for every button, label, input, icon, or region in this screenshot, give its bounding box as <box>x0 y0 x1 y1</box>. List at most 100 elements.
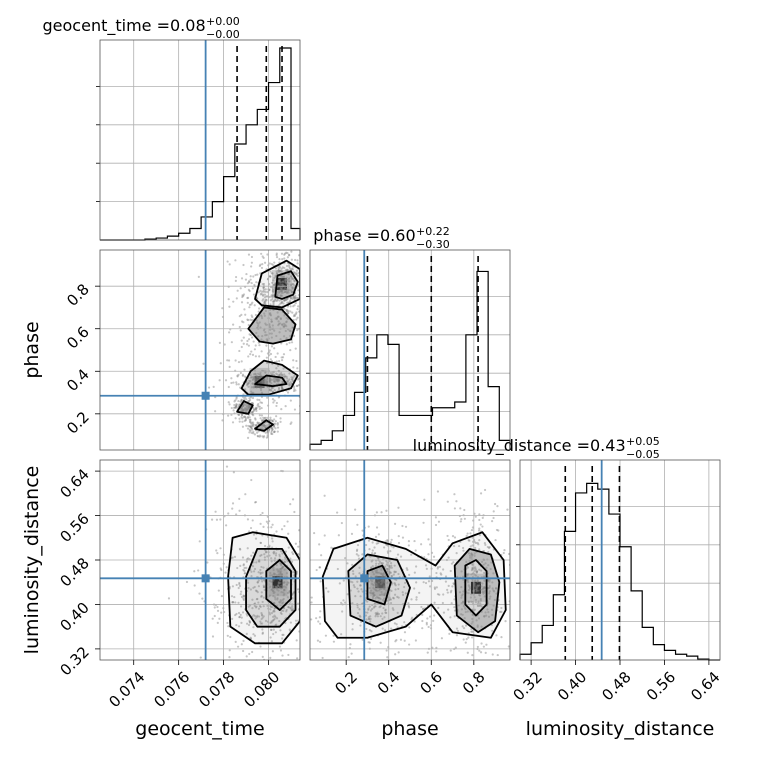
sample-point <box>240 301 244 304</box>
sample-point <box>220 611 223 614</box>
sample-point <box>336 329 338 331</box>
sample-point <box>440 573 443 576</box>
sample-point <box>374 582 377 585</box>
sample-point <box>278 570 282 573</box>
sample-point <box>397 651 400 654</box>
sample-point <box>570 626 572 628</box>
sample-point <box>474 566 477 569</box>
sample-point <box>263 380 266 383</box>
sample-point <box>347 656 350 659</box>
sample-point <box>450 589 453 592</box>
sample-point <box>414 549 417 552</box>
sample-point <box>281 266 284 269</box>
sample-point <box>264 288 267 291</box>
sample-point <box>312 566 314 568</box>
sample-point <box>275 530 278 533</box>
sample-point <box>471 544 474 547</box>
sample-point <box>306 611 308 613</box>
sample-point <box>247 424 250 428</box>
sample-point <box>279 571 282 575</box>
sample-point <box>286 377 289 380</box>
sample-point <box>288 382 291 385</box>
sample-point <box>270 320 273 323</box>
sample-point <box>249 396 253 399</box>
sample-point <box>292 366 295 369</box>
sample-point <box>478 568 481 571</box>
grid-layer <box>100 40 720 660</box>
sample-point <box>403 631 407 634</box>
sample-point <box>415 666 417 668</box>
sample-point <box>295 639 298 642</box>
sample-point <box>238 581 241 585</box>
sample-point <box>274 380 277 383</box>
sample-point <box>286 291 289 294</box>
sample-point <box>459 520 462 523</box>
sample-point <box>245 560 248 563</box>
sample-point <box>487 546 491 550</box>
sample-point <box>453 536 457 539</box>
sample-point <box>258 373 261 376</box>
sample-point <box>247 381 250 384</box>
sample-point <box>250 427 253 430</box>
sample-point <box>249 353 252 356</box>
sample-point <box>462 575 465 578</box>
sample-point <box>279 317 282 321</box>
sample-point <box>302 323 304 325</box>
sample-point <box>273 347 276 350</box>
sample-point <box>302 300 304 302</box>
sample-point <box>254 589 258 592</box>
sample-point <box>371 549 374 552</box>
sample-point <box>254 313 257 317</box>
sample-point <box>397 541 401 545</box>
sample-point <box>268 308 272 311</box>
sample-point <box>235 396 238 399</box>
sample-point <box>462 590 465 593</box>
sample-point <box>310 601 313 604</box>
sample-point <box>483 586 486 589</box>
sample-point <box>239 400 242 403</box>
sample-point <box>482 590 485 593</box>
sample-point <box>287 253 291 256</box>
sample-point <box>425 621 428 624</box>
sample-point <box>270 272 273 275</box>
panel-frames-layer <box>95 39 721 665</box>
sample-point <box>291 695 293 697</box>
sample-point <box>239 371 242 375</box>
sample-point <box>282 240 284 242</box>
sample-point <box>269 299 273 302</box>
sample-point <box>264 331 267 334</box>
sample-point <box>249 588 253 591</box>
sample-point <box>475 588 478 591</box>
sample-point <box>481 588 484 591</box>
x-axis-label-luminosity_distance: luminosity_distance <box>526 718 715 740</box>
sample-point <box>495 592 498 595</box>
sample-point <box>210 518 214 521</box>
sample-point <box>269 605 273 609</box>
sample-point <box>381 612 384 615</box>
sample-point <box>366 611 369 614</box>
sample-point <box>302 323 304 325</box>
sample-point <box>288 372 291 375</box>
sample-point <box>298 630 300 633</box>
sample-point <box>235 403 238 406</box>
sample-point <box>244 572 247 575</box>
sample-point <box>294 312 298 315</box>
sample-point <box>305 278 307 280</box>
sample-point <box>277 379 280 382</box>
sample-point <box>479 588 482 591</box>
sample-point <box>259 541 263 545</box>
sample-point <box>238 497 241 500</box>
sample-point <box>468 585 471 588</box>
sample-point <box>288 265 291 268</box>
sample-point <box>372 573 375 576</box>
sample-point <box>611 651 613 653</box>
sample-point <box>273 610 276 613</box>
sample-point <box>281 654 284 657</box>
sample-point <box>284 375 287 378</box>
sample-point <box>285 282 288 285</box>
sample-point <box>304 631 306 633</box>
sample-point <box>262 416 265 419</box>
sample-point <box>467 592 470 595</box>
sample-point <box>480 625 483 628</box>
sample-point <box>466 579 469 582</box>
